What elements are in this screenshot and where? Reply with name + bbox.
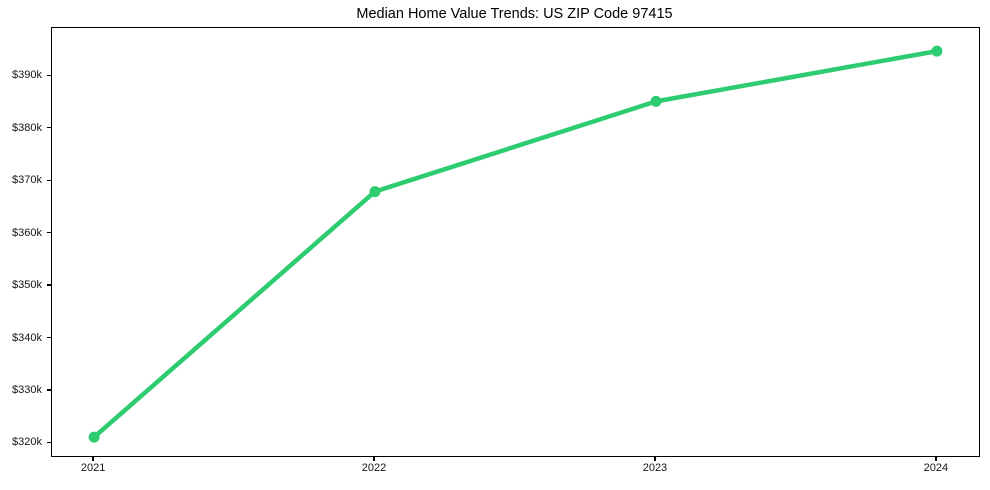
x-tick-label: 2021	[80, 462, 106, 474]
y-tick-mark	[46, 284, 51, 286]
chart-title: Median Home Value Trends: US ZIP Code 97…	[356, 6, 673, 22]
y-tick-label: $340k	[12, 331, 42, 344]
y-tick-mark	[46, 231, 51, 234]
y-tick-mark	[46, 74, 51, 76]
x-tick-mark	[935, 456, 937, 461]
y-tick-mark	[46, 179, 51, 181]
x-tick-label: 2023	[642, 462, 668, 474]
y-tick-label: $370k	[12, 174, 42, 187]
y-tick-label: $390k	[12, 69, 42, 82]
y-tick-mark	[46, 389, 51, 391]
y-tick-label: $330k	[12, 383, 42, 396]
y-tick-mark	[46, 441, 51, 444]
plot-area	[51, 27, 980, 457]
x-tick-label: 2024	[923, 462, 949, 474]
y-tick-label: $360k	[12, 226, 42, 239]
y-tick-label: $350k	[12, 279, 42, 292]
y-tick-label: $320k	[12, 436, 42, 449]
data-point-marker	[369, 186, 381, 198]
data-point-marker	[88, 431, 100, 443]
y-tick-mark	[46, 127, 51, 129]
data-point-marker	[650, 95, 662, 107]
x-tick-label: 2022	[361, 462, 387, 474]
data-point-marker	[931, 45, 943, 57]
y-tick-label: $380k	[12, 121, 42, 134]
x-tick-mark	[654, 456, 656, 461]
x-tick-mark	[373, 456, 375, 461]
trend-line	[91, 48, 940, 440]
y-tick-mark	[46, 336, 51, 339]
line-series-svg	[88, 45, 943, 443]
x-tick-mark	[92, 456, 94, 461]
